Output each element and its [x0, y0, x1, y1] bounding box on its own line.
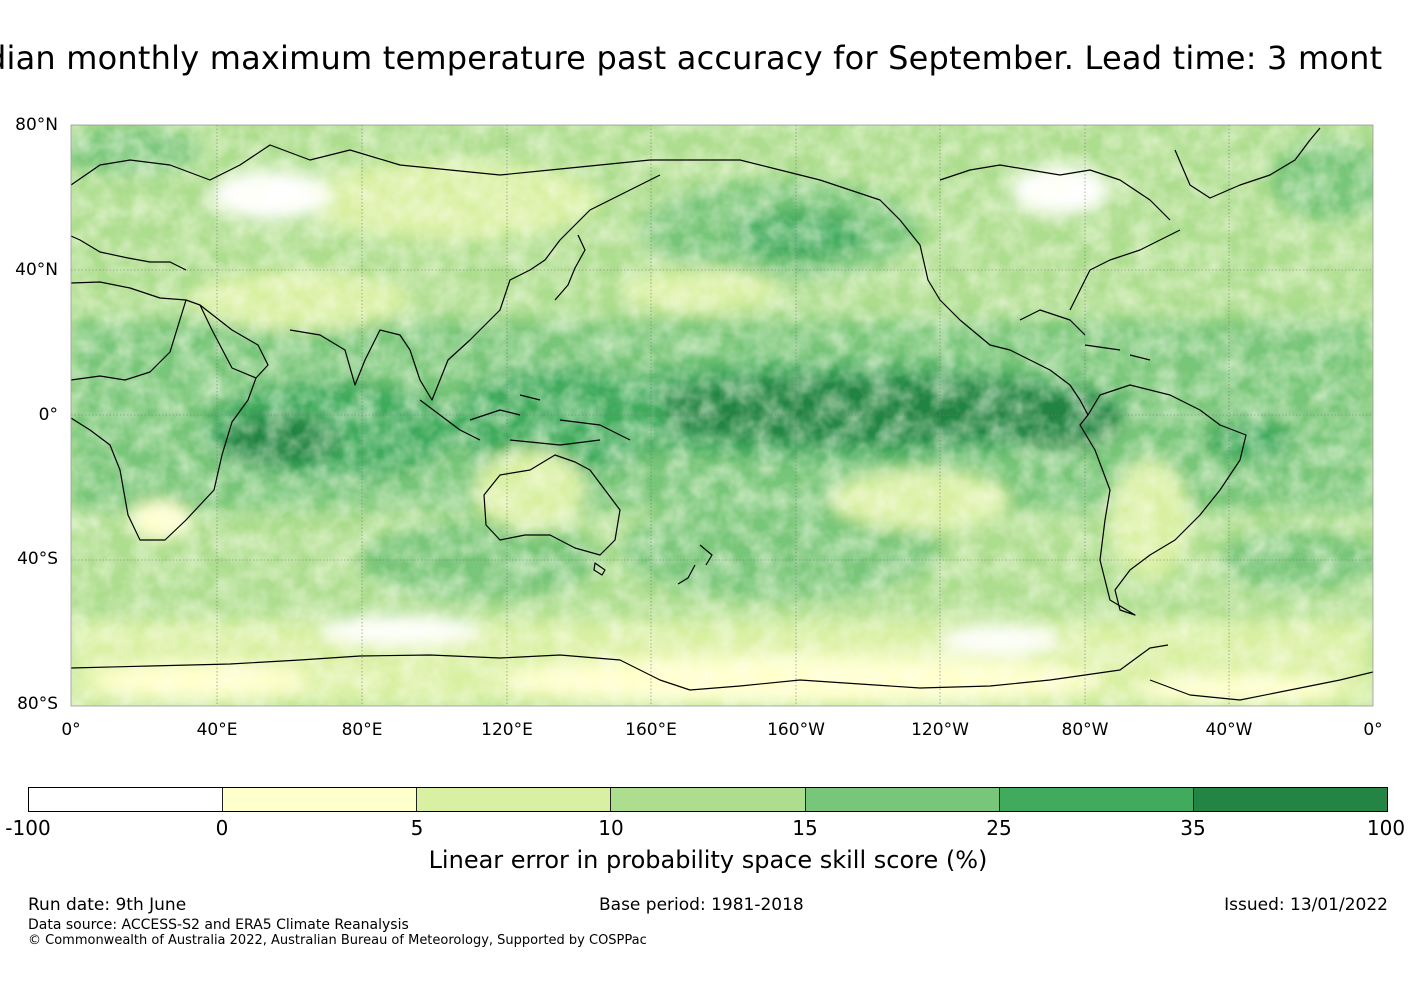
colorbar-tick: 100	[1366, 816, 1406, 840]
run-date: Run date: 9th June	[28, 895, 187, 915]
colorbar-swatch	[611, 788, 806, 811]
lat-label-40n: 40°N	[15, 260, 58, 280]
colorbar-tick: 25	[986, 816, 1012, 840]
lon-label-120w: 120°W	[911, 720, 969, 740]
colorbar-tick: 35	[1180, 816, 1206, 840]
colorbar-label: Linear error in probability space skill …	[428, 846, 988, 874]
skill-field	[71, 125, 1373, 706]
lon-label-80e: 80°E	[341, 720, 383, 740]
base-period: Base period: 1981-2018	[599, 895, 804, 915]
lat-label-80n: 80°N	[15, 115, 58, 135]
lon-label-0-right: 0°	[1363, 720, 1383, 740]
lat-label-40s: 40°S	[17, 549, 58, 569]
lon-label-0: 0°	[61, 720, 81, 740]
data-source: Data source: ACCESS-S2 and ERA5 Climate …	[28, 917, 409, 933]
colorbar-swatch	[29, 788, 224, 811]
graticule	[71, 125, 1373, 706]
colorbar-tick: 10	[598, 816, 624, 840]
coastlines	[71, 127, 1373, 701]
colorbar-swatch	[1193, 788, 1387, 811]
copyright: © Commonwealth of Australia 2022, Austra…	[28, 933, 647, 948]
issued-date: Issued: 13/01/2022	[1224, 895, 1388, 915]
lon-label-40w: 40°W	[1205, 720, 1253, 740]
lat-label-0: 0°	[38, 405, 58, 425]
colorbar-tick: -100	[5, 816, 51, 840]
colorbar-swatch	[805, 788, 1000, 811]
colorbar	[28, 787, 1388, 812]
chart-title: dian monthly maximum temperature past ac…	[0, 39, 1383, 77]
colorbar-tick: 5	[410, 816, 424, 840]
lon-label-120e: 120°E	[481, 720, 533, 740]
lon-label-40e: 40°E	[196, 720, 238, 740]
colorbar-tick: 15	[792, 816, 818, 840]
lon-label-80w: 80°W	[1061, 720, 1109, 740]
colorbar-swatch	[417, 788, 612, 811]
colorbar-swatch	[999, 788, 1194, 811]
lat-label-80s: 80°S	[17, 694, 58, 714]
colorbar-tick: 0	[215, 816, 229, 840]
colorbar-swatch	[223, 788, 418, 811]
lon-label-160e: 160°E	[625, 720, 677, 740]
lon-label-160w: 160°W	[767, 720, 825, 740]
